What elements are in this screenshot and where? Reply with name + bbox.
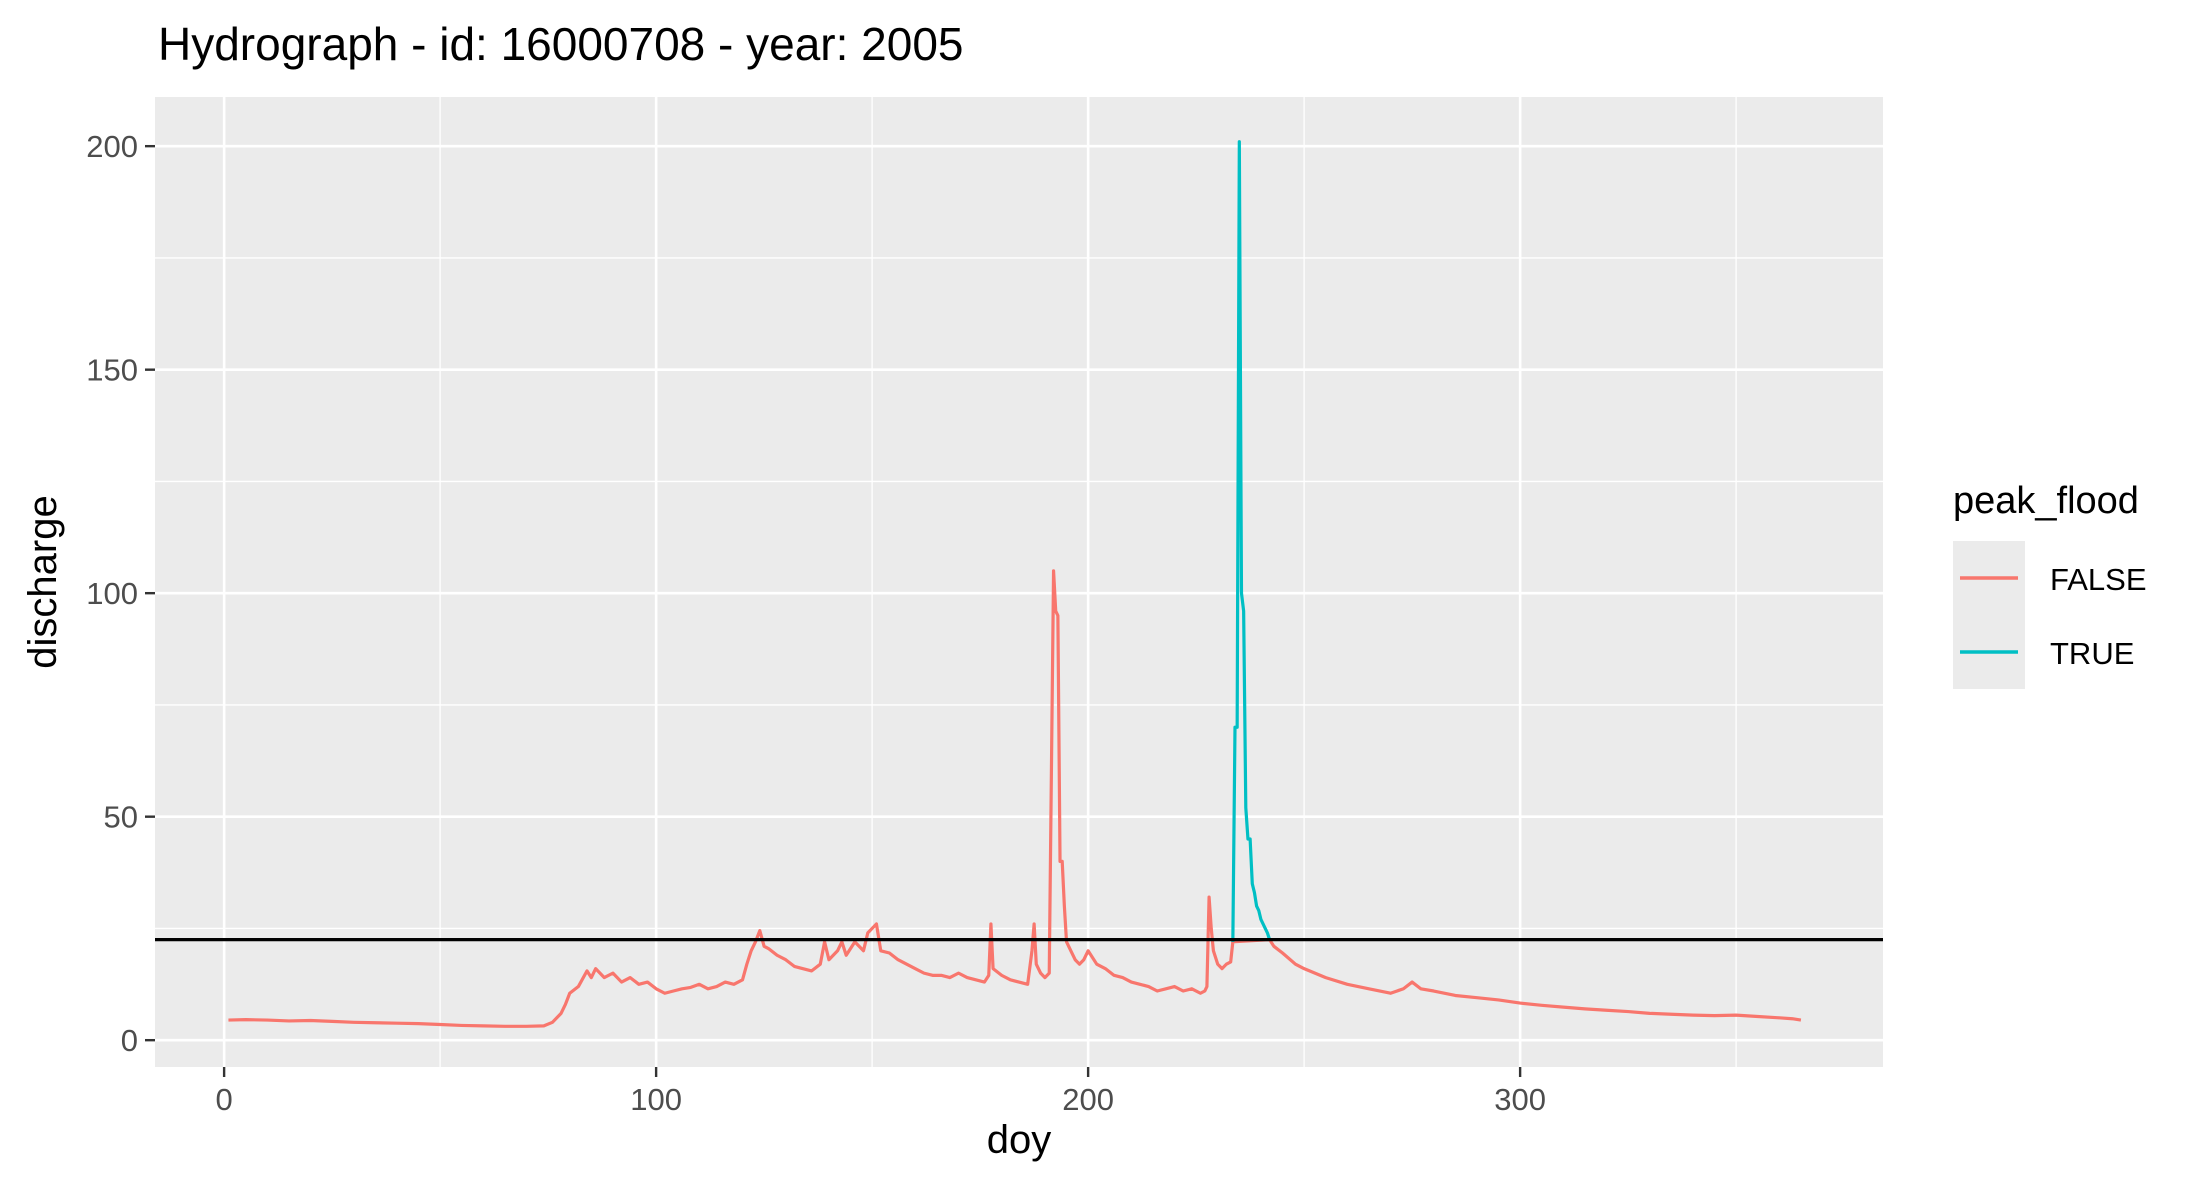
series-line-true [1231,140,1272,942]
grid-major [155,97,1883,1067]
legend-label-true: TRUE [2050,636,2134,671]
y-tick-label: 100 [86,576,138,611]
legend-title: peak_flood [1953,480,2139,522]
legend-label-false: FALSE [2050,562,2147,597]
y-tick-label: 200 [86,129,138,164]
x-axis-title: doy [987,1118,1052,1162]
y-tick-label: 0 [121,1023,138,1058]
series-layer [228,140,1802,1028]
legend-keys-background [1953,541,2025,689]
y-axis: 0 50 100 150 200 [86,129,155,1058]
x-tick-label: 300 [1494,1082,1546,1117]
y-tick-label: 50 [104,800,138,835]
y-axis-title: discharge [21,495,65,668]
y-tick-label: 150 [86,353,138,388]
legend: peak_flood FALSE TRUE [1953,480,2147,689]
grid-minor [155,97,1883,1067]
series-line-false [228,569,1802,1028]
x-tick-label: 100 [630,1082,682,1117]
x-axis: 0 100 200 300 [215,1067,1546,1117]
plot-panel [155,97,1883,1067]
x-tick-label: 200 [1062,1082,1114,1117]
chart-title: Hydrograph - id: 16000708 - year: 2005 [158,18,964,70]
x-tick-label: 0 [215,1082,232,1117]
